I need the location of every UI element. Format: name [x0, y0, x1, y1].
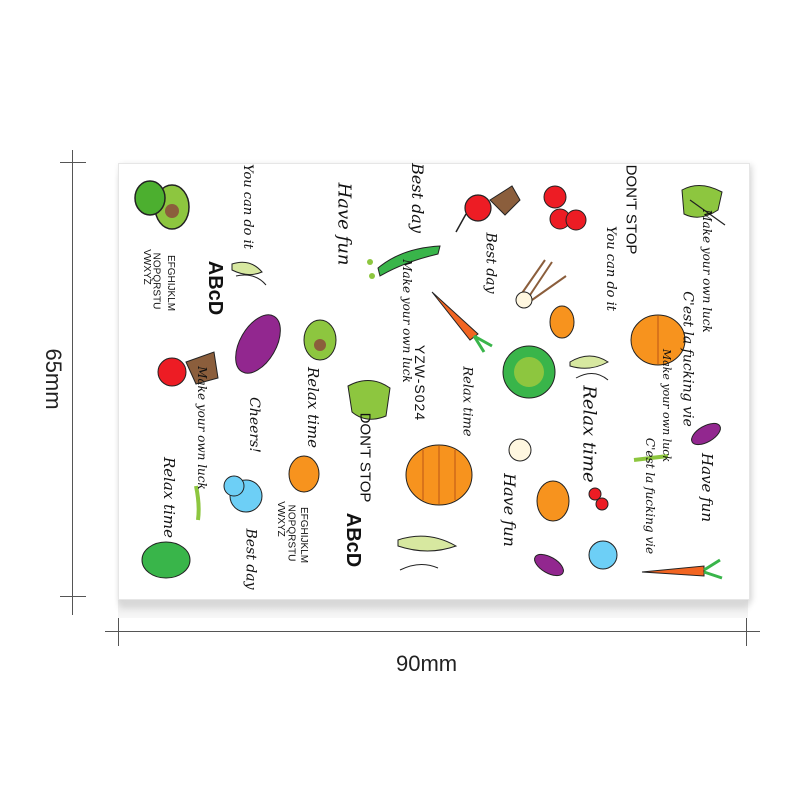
- alphabet-line-3: VWXYZ: [140, 249, 152, 285]
- carrot-icon: [641, 558, 723, 580]
- phrase-make-your-own-luck: Make your own luck: [699, 209, 714, 333]
- phrase-cest-la-vie-2: C'est la fucking vie: [643, 437, 658, 555]
- phrase-best-day-3: Best day: [242, 528, 259, 590]
- width-dimension-line: [105, 631, 760, 632]
- cabbage-icon: [141, 345, 556, 579]
- phrase-make-your-own-luck-2: Make your own luck: [399, 259, 414, 383]
- width-tick-right: [746, 618, 747, 646]
- carrot-icon: [431, 291, 493, 353]
- width-tick-left: [118, 618, 119, 646]
- phrase-make-your-own-luck-4: Make your own luck: [194, 366, 209, 490]
- cucumber-icon: [397, 355, 609, 571]
- phrase-cest-la-vie: C'est la fucking vie: [679, 291, 696, 427]
- alphabet-line-2b: NOPQRSTU: [285, 504, 297, 562]
- phrase-dont-stop: DON'T STOP: [622, 164, 640, 255]
- width-label: 90mm: [396, 651, 458, 676]
- avocado-icon: [134, 180, 190, 230]
- scallion-icon: [515, 259, 567, 309]
- cherry-icon: [543, 185, 587, 231]
- broccoli-icon: [223, 475, 618, 570]
- alphabet-line-1: EFGHIJKLM: [165, 254, 177, 312]
- phrase-make-your-own-luck-3: Make your own luck: [660, 348, 674, 463]
- avocado-icon: [303, 319, 337, 361]
- phrase-you-can-do-it-2: You can do it: [602, 226, 618, 311]
- pea-pod-icon: [367, 245, 441, 279]
- sticker-sheet: [118, 163, 750, 600]
- sheet-shadow: [118, 596, 748, 618]
- product-code: YZW-S024: [412, 344, 429, 422]
- phrase-have-fun-2: Have fun: [499, 473, 519, 547]
- phrase-relax-time: Relax time: [304, 366, 323, 449]
- kale-icon: [681, 185, 726, 226]
- phrase-best-day: Best day: [407, 163, 427, 233]
- kale-icon: [347, 380, 391, 420]
- alphabet-line-1b: EFGHIJKLM: [298, 506, 310, 564]
- radish-icon: [455, 185, 521, 233]
- height-tick-top: [60, 162, 86, 163]
- phrase-you-can-do-it: You can do it: [239, 164, 255, 249]
- alphabet-line-3b: VWXYZ: [274, 501, 286, 537]
- phrase-cheers: Cheers!: [245, 397, 262, 453]
- alphabet-line-2: NOPQRSTU: [150, 252, 162, 310]
- cucumber-icon: [231, 261, 267, 286]
- cherry-icon: [588, 487, 609, 511]
- phrase-abcd-2: ABcD: [342, 512, 365, 568]
- phrase-best-day-2: Best day: [482, 232, 499, 294]
- bean-icon: [194, 454, 669, 521]
- height-dimension-line: [72, 150, 73, 615]
- garlic-icon: [508, 438, 532, 462]
- pumpkin-icon: [405, 314, 686, 506]
- phrase-relax-time-3: Relax time: [578, 385, 600, 483]
- phrase-relax-time-2: Relax time: [459, 366, 475, 437]
- radish-icon: [157, 351, 219, 387]
- phrase-dont-stop-2: DON'T STOP: [356, 412, 374, 503]
- phrase-have-fun-3: Have fun: [698, 452, 717, 523]
- phrase-relax-time-4: Relax time: [160, 456, 179, 539]
- phrase-have-fun: Have fun: [333, 182, 355, 266]
- potato-icon: [288, 305, 575, 522]
- phrase-abcd: ABcD: [204, 260, 227, 316]
- height-tick-bottom: [60, 596, 86, 597]
- eggplant-icon: [235, 314, 721, 577]
